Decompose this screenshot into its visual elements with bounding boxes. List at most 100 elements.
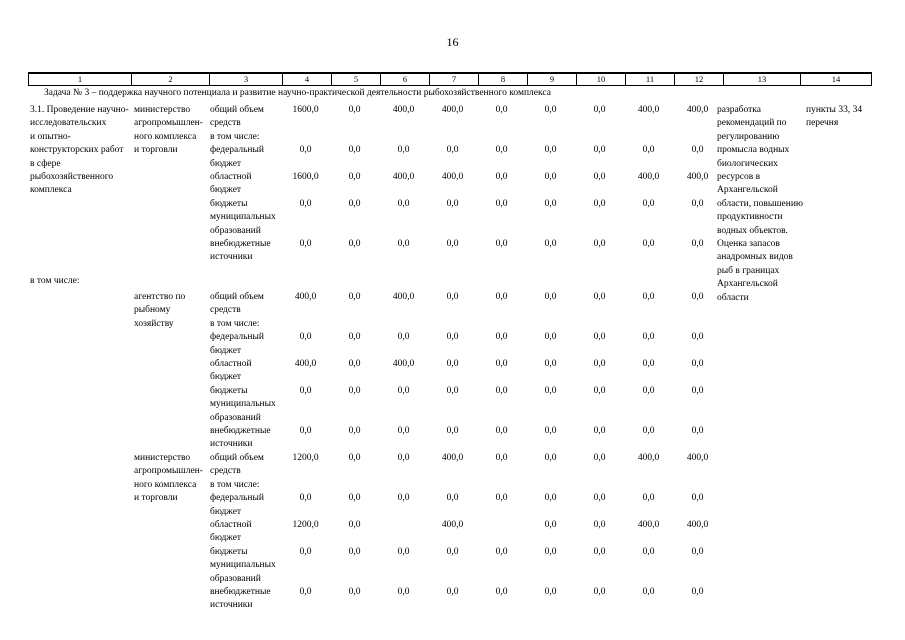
amount-cell: 0,0 bbox=[397, 546, 410, 557]
finance-type-label: в том числе: bbox=[210, 131, 260, 142]
amount-cell: 0,0 bbox=[691, 493, 704, 504]
column-number-12: 12 bbox=[675, 74, 724, 85]
column-number-8: 8 bbox=[479, 74, 528, 85]
amount-cell: 0,0 bbox=[642, 385, 655, 396]
column-number-4: 4 bbox=[283, 74, 332, 85]
amount-cell: 0,0 bbox=[544, 385, 557, 396]
amount-cell: 0,0 bbox=[299, 546, 312, 557]
amount-cell: 0,0 bbox=[593, 239, 606, 250]
amount-cell: 0,0 bbox=[495, 546, 508, 557]
amount-cell: 0,0 bbox=[495, 239, 508, 250]
amount-cell: 0,0 bbox=[593, 359, 606, 370]
amount-cell: 0,0 bbox=[299, 587, 312, 598]
amount-cell: 0,0 bbox=[544, 426, 557, 437]
amount-cell: 0,0 bbox=[446, 292, 459, 302]
executor-cell: министерство агропромышлен- ного комплек… bbox=[134, 105, 203, 156]
finance-type-label: общий объем средств bbox=[210, 105, 264, 129]
column-number-5: 5 bbox=[332, 74, 381, 85]
finance-block: общий объем средств 1600,0 0,0 400,0 400,0 0,… bbox=[210, 104, 723, 265]
amount-cell: 0,0 bbox=[446, 145, 459, 156]
column-number-2: 2 bbox=[132, 74, 210, 85]
amount-cell: 0,0 bbox=[348, 292, 361, 302]
amount-cell: 0,0 bbox=[691, 292, 704, 302]
finance-type-label: общий объем средств bbox=[210, 453, 264, 477]
finance-type-label: в том числе: bbox=[210, 318, 260, 329]
amount-cell: 0,0 bbox=[348, 198, 361, 209]
amount-cell: 0,0 bbox=[348, 385, 361, 396]
finance-row: в том числе: bbox=[210, 131, 723, 144]
finance-type-label: областной бюджет bbox=[210, 520, 252, 544]
amount-cell: 0,0 bbox=[299, 332, 312, 343]
amount-cell: 0,0 bbox=[544, 105, 557, 115]
amount-cell: 0,0 bbox=[642, 145, 655, 156]
amount-cell: 0,0 bbox=[691, 145, 704, 156]
amount-cell: 400,0 bbox=[441, 172, 464, 183]
amount-cell: 0,0 bbox=[495, 105, 508, 115]
finance-row: общий объем средств 400,0 0,0 400,0 0,0 0,0 0,… bbox=[210, 291, 723, 318]
column-number-6: 6 bbox=[381, 74, 430, 85]
amount-cell: 0,0 bbox=[593, 520, 606, 531]
column-number-3: 3 bbox=[210, 74, 283, 85]
amount-cell: 0,0 bbox=[397, 453, 410, 463]
amount-cell: 0,0 bbox=[593, 292, 606, 302]
amount-cell: 400,0 bbox=[686, 172, 709, 183]
finance-row: областной бюджет 1200,0 0,0 400,0 0,0 0,0 400,… bbox=[210, 519, 723, 546]
amount-cell: 0,0 bbox=[642, 239, 655, 250]
amount-cell: 0,0 bbox=[397, 385, 410, 396]
amount-cell: 0,0 bbox=[397, 239, 410, 250]
page-number: 16 bbox=[446, 35, 459, 49]
amount-cell: 0,0 bbox=[348, 239, 361, 250]
amount-cell: 0,0 bbox=[544, 239, 557, 250]
amount-cell: 0,0 bbox=[495, 172, 508, 183]
finance-row: в том числе: bbox=[210, 318, 723, 331]
amount-cell: 0,0 bbox=[446, 239, 459, 250]
amount-cell: 0,0 bbox=[348, 546, 361, 557]
amount-cell: 0,0 bbox=[397, 198, 410, 209]
amount-cell: 400,0 bbox=[637, 172, 660, 183]
finance-type-label: федеральный бюджет bbox=[210, 493, 264, 517]
amount-cell: 0,0 bbox=[495, 332, 508, 343]
table-column-number-row: 1 2 3 4 5 6 7 8 9 10 11 12 13 14 bbox=[28, 72, 872, 86]
column-number-7: 7 bbox=[430, 74, 479, 85]
task-header: Задача № 3 – поддержка научного потенциа… bbox=[44, 88, 551, 98]
executor-cell: агентство по рыбному хозяйству bbox=[134, 292, 186, 329]
amount-cell: 0,0 bbox=[495, 198, 508, 209]
amount-cell: 0,0 bbox=[593, 453, 606, 463]
amount-cell: 0,0 bbox=[446, 587, 459, 598]
amount-cell: 0,0 bbox=[691, 198, 704, 209]
finance-row: бюджеты муниципальных образований 0,0 0,0 0… bbox=[210, 546, 723, 586]
column-number-10: 10 bbox=[577, 74, 626, 85]
amount-cell: 0,0 bbox=[642, 292, 655, 302]
amount-cell: 0,0 bbox=[593, 426, 606, 437]
amount-cell: 0,0 bbox=[593, 105, 606, 115]
including-label: в том числе: bbox=[30, 276, 80, 286]
amount-cell: 0,0 bbox=[299, 385, 312, 396]
amount-cell: 0,0 bbox=[642, 546, 655, 557]
activity-cell: 3.1. Проведение научно- исследовательски… bbox=[30, 105, 129, 196]
amount-cell: 0,0 bbox=[593, 385, 606, 396]
amount-cell: 0,0 bbox=[691, 546, 704, 557]
amount-cell: 0,0 bbox=[348, 145, 361, 156]
amount-cell: 0,0 bbox=[446, 426, 459, 437]
amount-cell: 0,0 bbox=[691, 426, 704, 437]
amount-cell: 0,0 bbox=[397, 145, 410, 156]
amount-cell: 0,0 bbox=[544, 587, 557, 598]
amount-cell: 0,0 bbox=[544, 359, 557, 370]
amount-cell: 0,0 bbox=[299, 145, 312, 156]
amount-cell: 1200,0 bbox=[292, 453, 319, 463]
amount-cell: 0,0 bbox=[348, 332, 361, 343]
amount-cell: 400,0 bbox=[294, 359, 317, 370]
amount-cell: 400,0 bbox=[637, 453, 660, 463]
amount-cell: 0,0 bbox=[544, 453, 557, 463]
amount-cell: 0,0 bbox=[495, 453, 508, 463]
amount-cell: 400,0 bbox=[392, 105, 415, 115]
finance-type-label: общий объем средств bbox=[210, 292, 264, 316]
amount-cell: 0,0 bbox=[299, 239, 312, 250]
finance-row: федеральный бюджет 0,0 0,0 0,0 0,0 0,0 0,0 0,0 0… bbox=[210, 492, 723, 519]
amount-cell: 0,0 bbox=[446, 493, 459, 504]
finance-type-label: областной бюджет bbox=[210, 172, 252, 196]
finance-block: общий объем средств 400,0 0,0 400,0 0,0 0,0 0,… bbox=[210, 291, 723, 452]
amount-cell: 0,0 bbox=[544, 493, 557, 504]
amount-cell: 0,0 bbox=[691, 239, 704, 250]
expected-results-cell: разработка рекомендаций по регулированию… bbox=[717, 105, 804, 303]
